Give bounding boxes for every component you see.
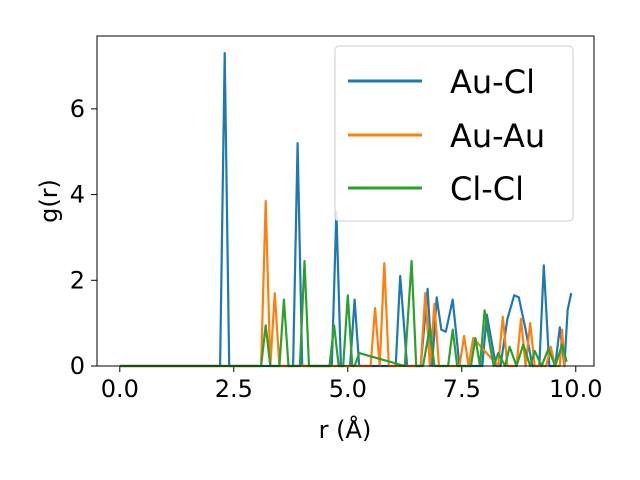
x-tick-label: 5.0 (329, 375, 367, 403)
plot-frame (96, 35, 595, 367)
series-line-cl-cl (119, 259, 568, 368)
series-line-au-au (119, 199, 566, 368)
x-tick-label: 0.0 (101, 375, 139, 403)
y-tick-label: 0 (70, 352, 85, 380)
y-axis-label: g(r) (35, 179, 63, 223)
legend-label-au-au: Au-Au (450, 117, 545, 155)
y-tick-label: 4 (70, 181, 85, 209)
y-tick-label: 6 (70, 95, 85, 123)
legend: Au-Cl Au-Au Cl-Cl (334, 45, 574, 222)
x-tick-label: 10.0 (549, 375, 602, 403)
y-axis-ticks: 0 2 4 6 (70, 95, 97, 380)
x-tick-label: 2.5 (215, 375, 253, 403)
y-tick-label: 2 (70, 266, 85, 294)
x-axis-ticks: 0.0 2.5 5.0 7.5 10.0 (101, 366, 602, 403)
x-tick-label: 7.5 (443, 375, 481, 403)
legend-label-au-cl: Au-Cl (450, 63, 535, 101)
legend-label-cl-cl: Cl-Cl (450, 170, 524, 208)
legend-box (334, 45, 574, 222)
x-axis-label: r (Å) (319, 415, 372, 444)
